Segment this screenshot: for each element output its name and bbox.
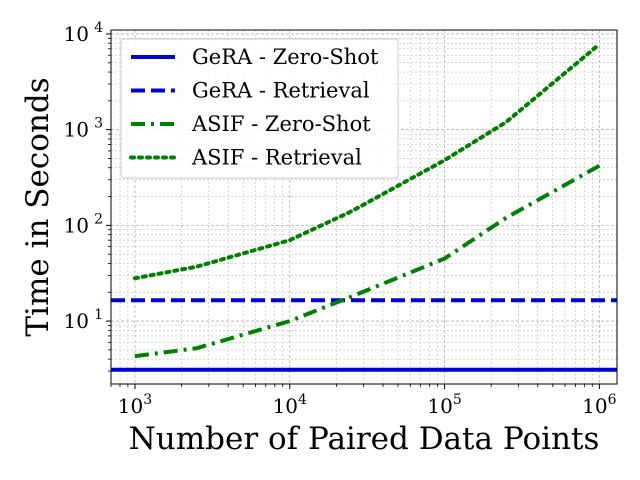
x-ticks: 103 104 105 106 (110, 384, 617, 418)
y-tick-label: 10 3 (64, 116, 103, 142)
legend-label-gera-zero-shot: GeRA - Zero-Shot (192, 45, 379, 69)
x-tick-label: 104 (273, 392, 307, 418)
legend-label-gera-retrieval: GeRA - Retrieval (192, 79, 370, 103)
x-tick-label: 103 (118, 392, 152, 418)
series-line-asif-retrieval (132, 42, 602, 281)
x-tick-label: 106 (582, 392, 616, 418)
y-tick-label: 10 1 (64, 307, 103, 333)
legend-label-asif-retrieval: ASIF - Retrieval (191, 146, 362, 170)
x-axis-title: Number of Paired Data Points (129, 421, 600, 457)
legend-label-asif-zero-shot: ASIF - Zero-Shot (191, 112, 371, 136)
y-tick-label: 10 2 (64, 211, 103, 237)
series-line-asif-zero-shot (134, 163, 601, 359)
y-tick-label: 10 4 (64, 20, 104, 46)
x-tick-label: 105 (427, 392, 461, 418)
series-layer (111, 42, 617, 372)
legend-box (120, 38, 399, 179)
y-axis-title: Time in Seconds (20, 77, 56, 336)
legend: GeRA - Zero-Shot GeRA - Retrieval ASIF - Z… (120, 38, 399, 179)
